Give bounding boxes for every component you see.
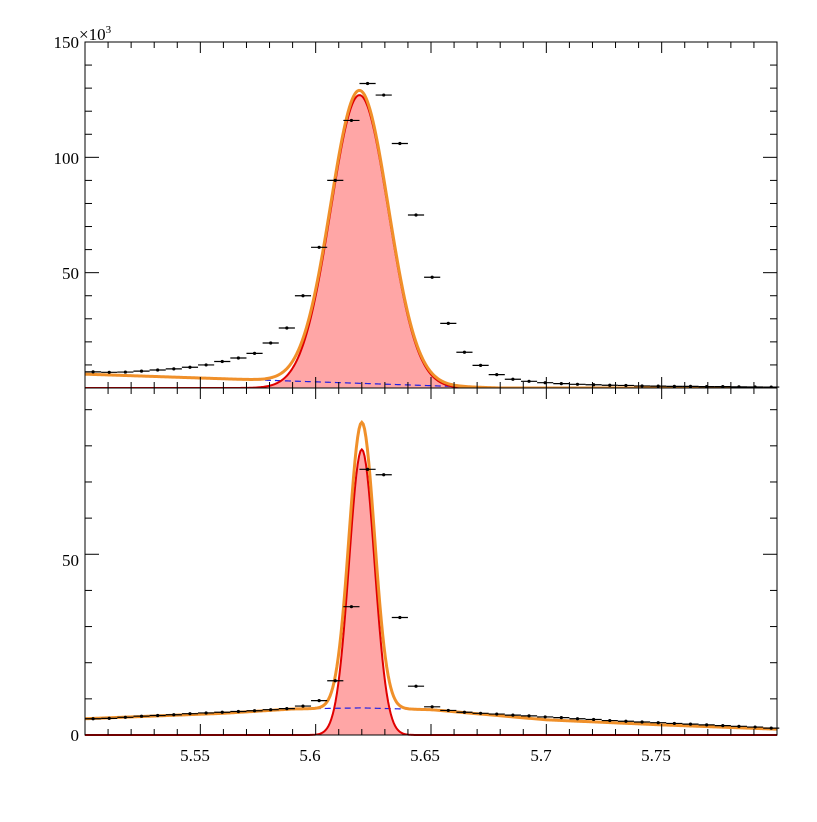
top-data-point bbox=[214, 359, 231, 364]
bottom-panel: 50 0 5.55 5.6 5.65 5.7 5.75 bbox=[62, 387, 780, 765]
top-data-point bbox=[85, 370, 102, 374]
top-data-point bbox=[633, 384, 651, 388]
bottom-data-point bbox=[133, 714, 150, 718]
bottom-data-point bbox=[520, 714, 538, 718]
bottom-data-point bbox=[617, 719, 634, 723]
bottom-data-point bbox=[456, 710, 473, 714]
bottom-data-point bbox=[682, 722, 699, 726]
bottom-data-point bbox=[504, 713, 521, 717]
top-data-point bbox=[714, 385, 731, 389]
x-tick-label-5.75: 5.75 bbox=[641, 746, 671, 765]
bottom-data-point bbox=[569, 717, 586, 721]
bottom-panel-frame bbox=[84, 387, 778, 736]
top-data-point bbox=[424, 275, 441, 279]
bottom-data-point bbox=[359, 467, 376, 471]
top-data-point bbox=[488, 373, 505, 377]
bottom-data-point bbox=[440, 708, 457, 713]
bottom-data-point bbox=[650, 721, 667, 725]
top-data-point bbox=[294, 294, 312, 298]
bottom-data-point bbox=[553, 716, 570, 720]
bottom-data-point bbox=[666, 721, 683, 726]
bottom-data-point bbox=[633, 720, 651, 724]
top-data-point bbox=[504, 377, 521, 381]
top-data-point bbox=[553, 382, 570, 386]
bottom-data-point bbox=[391, 615, 408, 620]
top-data-point bbox=[343, 118, 360, 123]
top-data-point bbox=[149, 368, 166, 372]
top-data-point bbox=[311, 245, 328, 249]
bottom-data-point bbox=[165, 713, 182, 717]
top-data-point bbox=[327, 178, 344, 182]
y-multiplier-label: ×103 bbox=[79, 24, 112, 44]
bottom-data-point bbox=[375, 473, 392, 477]
top-data-point bbox=[198, 363, 215, 367]
bottom-data-point bbox=[262, 708, 279, 712]
bottom-data-point bbox=[747, 725, 764, 729]
bottom-data-point bbox=[246, 709, 263, 713]
bottom-data-point bbox=[698, 723, 715, 727]
top-data-point bbox=[440, 321, 457, 326]
bottom-data-point bbox=[198, 711, 215, 715]
top-data-point bbox=[650, 384, 667, 388]
bottom-data-point bbox=[327, 679, 344, 683]
bottom-data-point bbox=[214, 710, 231, 714]
bottom-y-tick-label-0: 0 bbox=[71, 726, 80, 745]
bottom-data-point bbox=[230, 709, 247, 714]
bottom-data-point bbox=[278, 707, 295, 711]
top-data-point bbox=[520, 379, 538, 383]
top-data-point bbox=[391, 141, 408, 146]
top-data-point bbox=[666, 384, 683, 388]
top-data-point bbox=[407, 213, 425, 217]
bottom-data-point bbox=[311, 699, 328, 703]
bottom-data-point bbox=[714, 724, 731, 728]
top-data-point bbox=[375, 93, 392, 97]
bottom-data-point bbox=[585, 717, 602, 722]
bottom-data-point bbox=[488, 712, 505, 716]
top-data-point bbox=[230, 356, 247, 360]
bottom-data-point bbox=[472, 711, 489, 715]
top-y-tick-label-150: 150 bbox=[54, 33, 80, 52]
top-data-point bbox=[101, 370, 118, 374]
bottom-data-points bbox=[85, 467, 780, 730]
top-data-point bbox=[262, 341, 279, 345]
bottom-panel-background bbox=[85, 388, 777, 735]
bottom-y-tick-label-50: 50 bbox=[62, 551, 79, 570]
bottom-data-point bbox=[101, 716, 118, 720]
bottom-data-point bbox=[117, 715, 134, 719]
x-tick-label-5.6: 5.6 bbox=[299, 746, 320, 765]
top-y-tick-label-50: 50 bbox=[62, 264, 79, 283]
bottom-data-point bbox=[343, 605, 360, 609]
bottom-data-point bbox=[537, 715, 554, 719]
top-data-point bbox=[278, 326, 295, 330]
top-panel: 150 100 50 ×103 bbox=[54, 24, 780, 390]
bottom-data-point bbox=[294, 704, 312, 708]
top-y-tick-label-100: 100 bbox=[54, 149, 80, 168]
top-data-point bbox=[165, 367, 182, 371]
top-data-point bbox=[133, 369, 150, 373]
top-panel-background bbox=[85, 42, 777, 388]
top-data-point bbox=[617, 383, 634, 388]
bottom-data-point bbox=[601, 718, 618, 723]
top-data-points bbox=[85, 81, 780, 389]
top-data-point bbox=[472, 363, 489, 367]
x-tick-label-5.7: 5.7 bbox=[530, 746, 552, 765]
x-tick-label-5.65: 5.65 bbox=[410, 746, 440, 765]
top-data-point bbox=[359, 81, 376, 86]
x-tick-label-5.55: 5.55 bbox=[180, 746, 210, 765]
bottom-data-point bbox=[149, 713, 166, 718]
top-data-point bbox=[181, 365, 199, 369]
bottom-data-point bbox=[730, 724, 748, 728]
top-data-point bbox=[456, 350, 473, 354]
bottom-data-point bbox=[85, 717, 102, 721]
top-data-point bbox=[569, 382, 586, 386]
top-data-point bbox=[117, 370, 134, 374]
bottom-data-point bbox=[424, 705, 441, 709]
bottom-data-point bbox=[181, 712, 199, 716]
top-data-point bbox=[246, 351, 263, 355]
bottom-data-point bbox=[407, 684, 425, 688]
